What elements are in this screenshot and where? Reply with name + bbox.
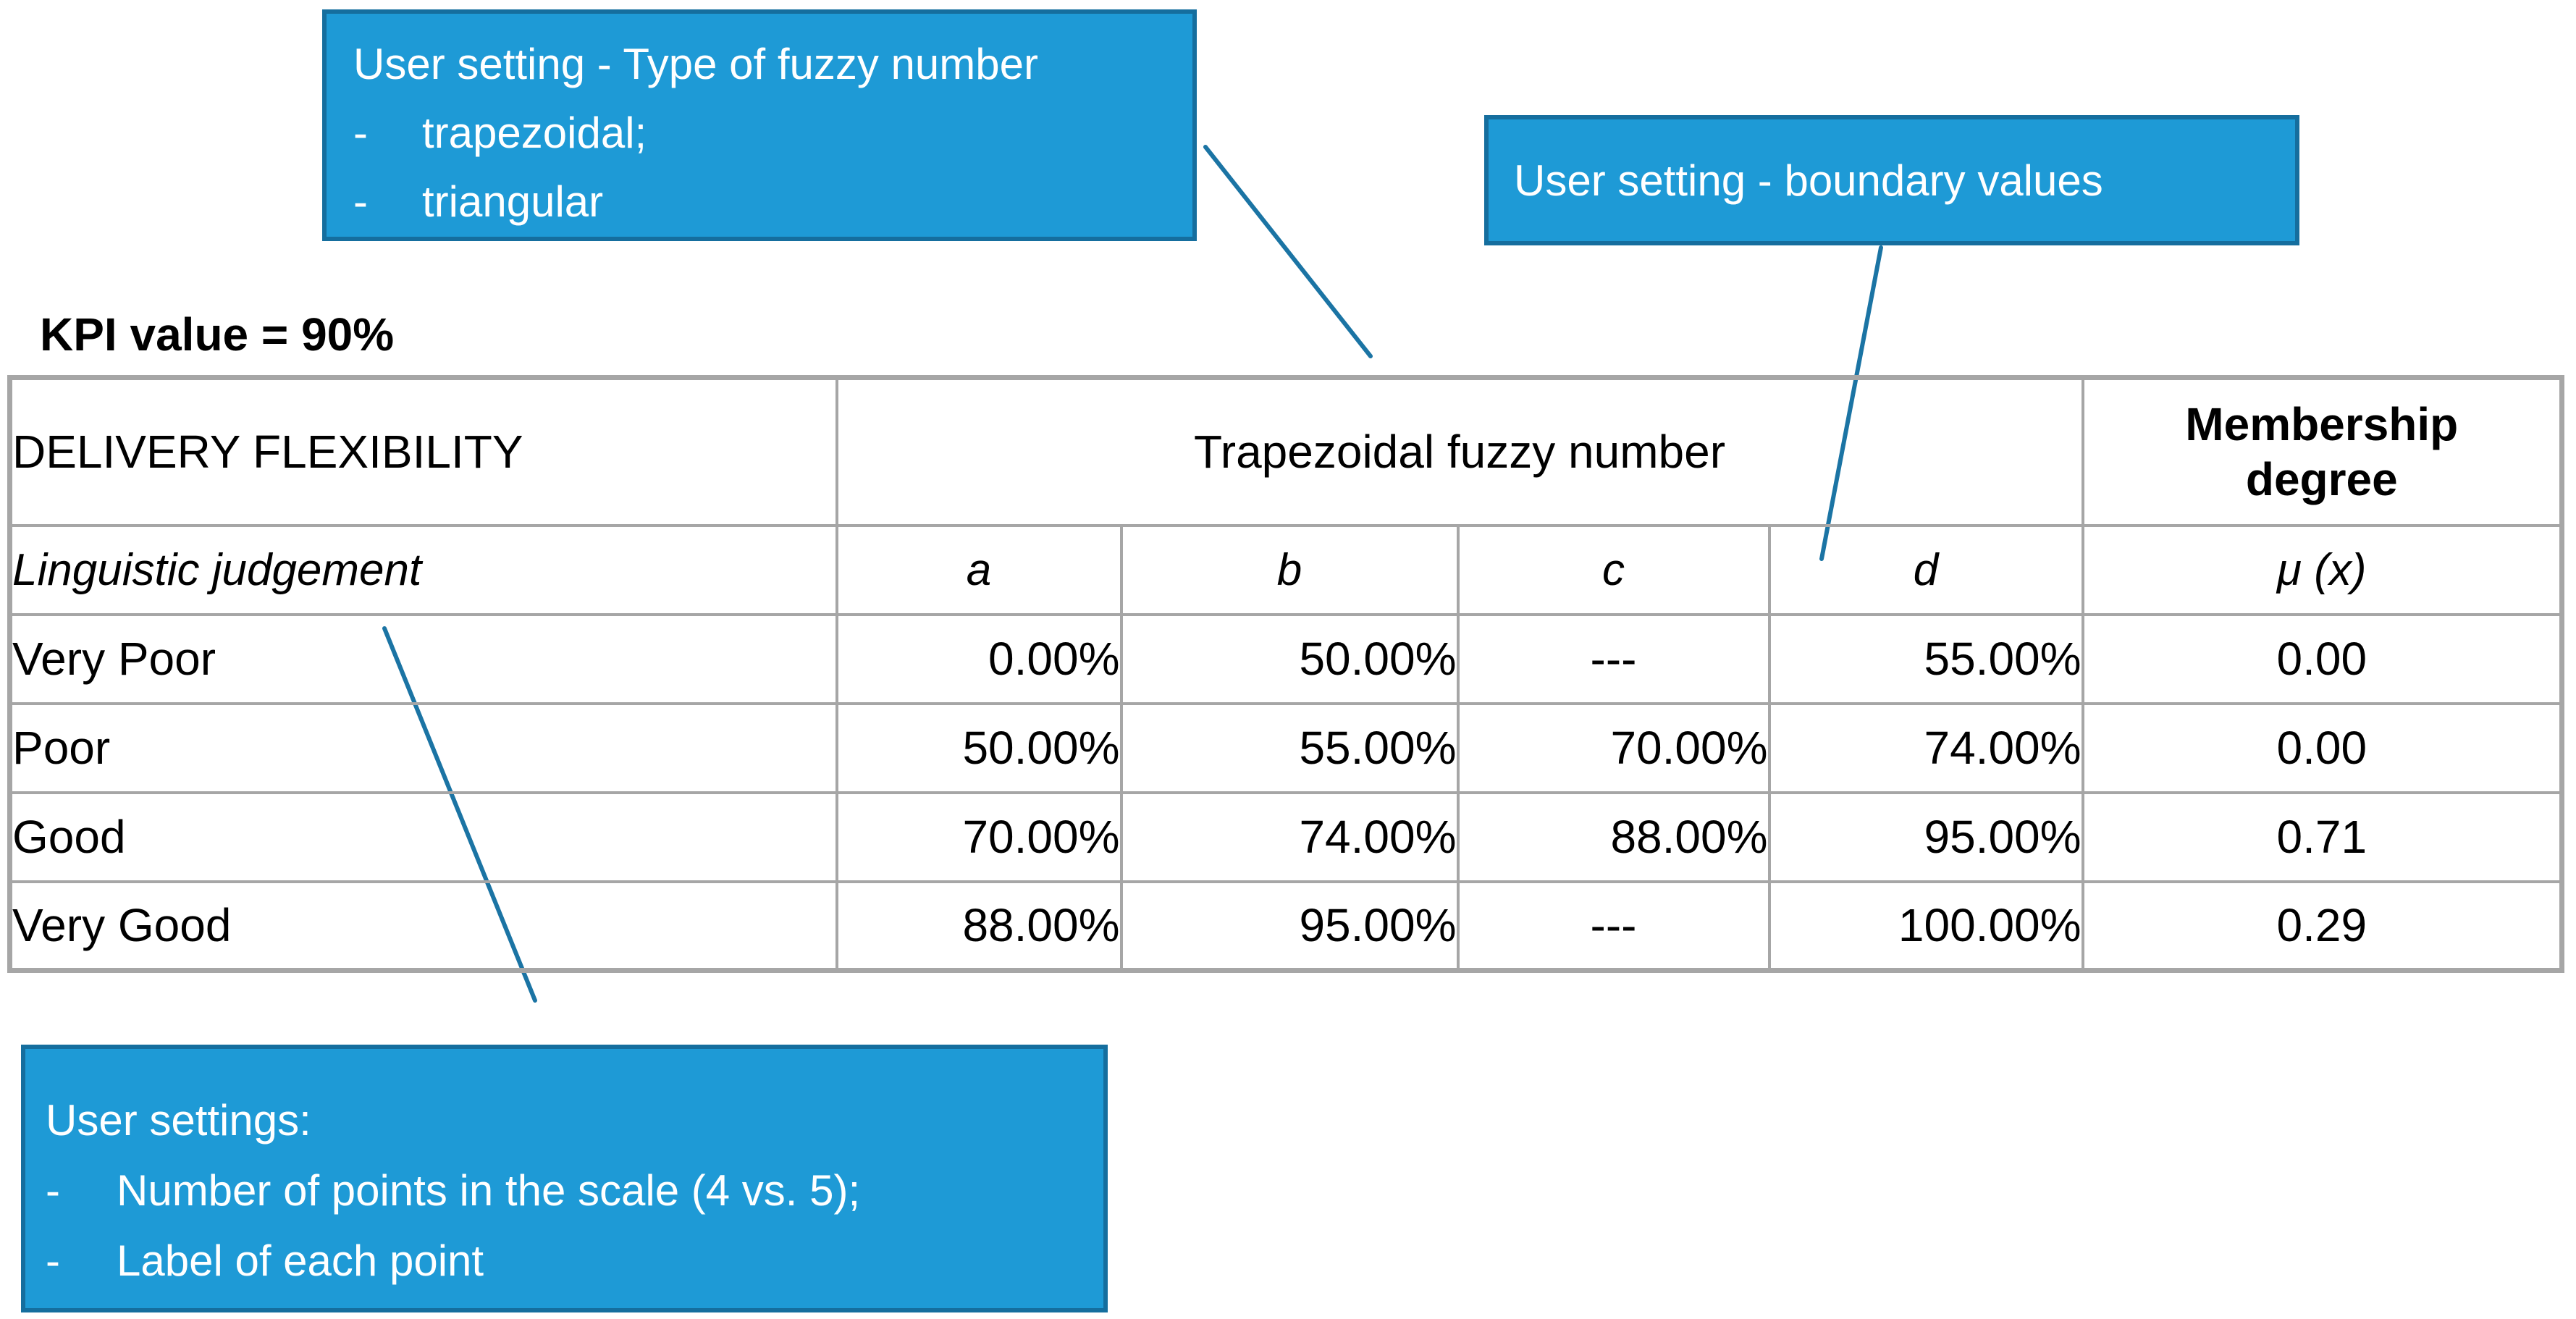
fuzzy-number-table: DELIVERY FLEXIBILITY Trapezoidal fuzzy n… [7, 375, 2565, 973]
callout-boundary-values: User setting - boundary values [1484, 115, 2299, 245]
callout-scale-bullet-2-text: Label of each point [117, 1236, 484, 1285]
value-mu: 0.00 [2081, 701, 2564, 794]
value-d: 95.00% [1767, 791, 2084, 883]
callout-scale-bullet-1: - Number of points in the scale (4 vs. 5… [46, 1155, 1082, 1226]
subheader-b: b [1119, 523, 1460, 616]
callout-scale-title: User settings: [46, 1096, 311, 1145]
bullet-dash: - [46, 1236, 60, 1285]
connector-type-box-to-table [1203, 145, 1373, 358]
bullet-dash: - [353, 177, 368, 226]
callout-type-bullet-1: - trapezoidal; [353, 98, 1171, 167]
callout-user-settings-scale: User settings: - Number of points in the… [21, 1045, 1108, 1312]
table-row-very-poor: Very Poor 0.00% 50.00% --- 55.00% 0.00 [8, 612, 2564, 705]
value-a: 0.00% [835, 612, 1123, 705]
subheader-a: a [835, 523, 1123, 616]
value-a: 50.00% [835, 701, 1123, 794]
bullet-dash: - [353, 109, 368, 157]
value-c: 70.00% [1456, 701, 1771, 794]
callout-type-bullet-2: - triangular [353, 167, 1171, 236]
table-row-poor: Poor 50.00% 55.00% 70.00% 74.00% 0.00 [8, 701, 2564, 794]
subheader-d: d [1767, 523, 2084, 616]
value-d: 55.00% [1767, 612, 2084, 705]
value-b: 74.00% [1119, 791, 1460, 883]
value-mu: 0.29 [2081, 880, 2564, 972]
subheader-c: c [1456, 523, 1771, 616]
subheader-linguistic: Linguistic judgement [8, 523, 838, 616]
callout-scale-bullet-2: - Label of each point [46, 1226, 1082, 1296]
row-label: Good [8, 791, 838, 883]
value-d: 100.00% [1767, 880, 2084, 972]
callout-type-bullet-1-text: trapezoidal; [422, 109, 647, 157]
callout-scale-bullet-1-text: Number of points in the scale (4 vs. 5); [117, 1166, 861, 1215]
row-label: Poor [8, 701, 838, 794]
subheader-mu: μ (x) [2081, 523, 2564, 616]
value-c: --- [1456, 880, 1771, 972]
table-header-row: DELIVERY FLEXIBILITY Trapezoidal fuzzy n… [8, 376, 2564, 527]
value-b: 55.00% [1119, 701, 1460, 794]
bullet-dash: - [46, 1166, 60, 1215]
table-subheader-row: Linguistic judgement a b c d μ (x) [8, 523, 2564, 616]
table-row-very-good: Very Good 88.00% 95.00% --- 100.00% 0.29 [8, 880, 2564, 972]
callout-type-title: User setting - Type of fuzzy number [353, 40, 1038, 88]
callout-type-bullet-2-text: triangular [422, 177, 604, 226]
membership-header-text: Membership degree [2185, 398, 2459, 506]
value-b: 50.00% [1119, 612, 1460, 705]
value-mu: 0.71 [2081, 791, 2564, 883]
value-d: 74.00% [1767, 701, 2084, 794]
membership-header-cell: Membership degree [2081, 376, 2564, 527]
corner-header-cell: DELIVERY FLEXIBILITY [8, 376, 838, 527]
table-row-good: Good 70.00% 74.00% 88.00% 95.00% 0.71 [8, 791, 2564, 883]
value-c: --- [1456, 612, 1771, 705]
group-header-cell: Trapezoidal fuzzy number [835, 376, 2084, 527]
callout-type-of-fuzzy-number: User setting - Type of fuzzy number - tr… [322, 9, 1197, 241]
value-a: 70.00% [835, 791, 1123, 883]
callout-boundary-label: User setting - boundary values [1514, 156, 2103, 205]
value-c: 88.00% [1456, 791, 1771, 883]
row-label: Very Good [8, 880, 838, 972]
kpi-value-heading: KPI value = 90% [40, 308, 395, 361]
value-mu: 0.00 [2081, 612, 2564, 705]
value-b: 95.00% [1119, 880, 1460, 972]
row-label: Very Poor [8, 612, 838, 705]
value-a: 88.00% [835, 880, 1123, 972]
